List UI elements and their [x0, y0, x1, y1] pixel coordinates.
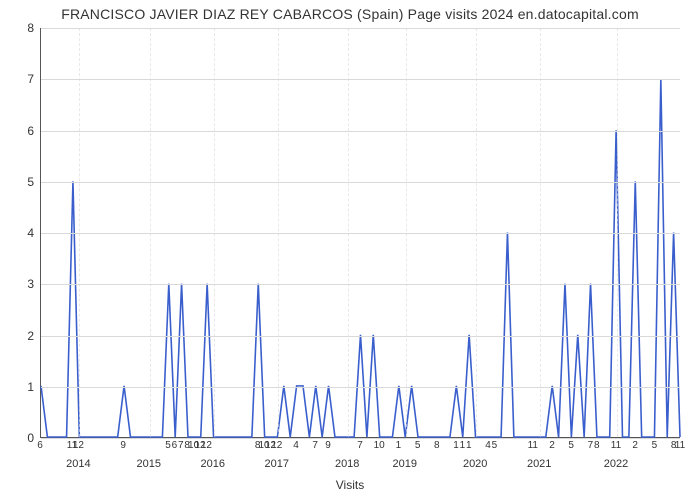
x-year-label: 2014: [66, 458, 90, 470]
x-tick-label: 7: [588, 440, 594, 451]
gridline-v: [617, 28, 618, 437]
y-tick-label: 1: [4, 380, 34, 394]
x-axis-year-labels: 2014 2015 2016 2017 2018 2019 2020 2021 2022: [40, 458, 680, 474]
y-tick-label: 8: [4, 21, 34, 35]
x-tick-label: 11: [528, 440, 538, 451]
gridline-h: [41, 284, 680, 285]
x-year-label: 2018: [335, 458, 359, 470]
x-tick-label: 8: [594, 440, 600, 451]
x-tick-label: 1: [460, 440, 466, 451]
x-tick-label: 7: [178, 440, 184, 451]
x-tick-label: 7: [312, 440, 318, 451]
y-tick-label: 6: [4, 124, 34, 138]
gridline-h: [41, 438, 680, 439]
x-tick-label: 1: [453, 440, 459, 451]
x-year-label: 2021: [527, 458, 551, 470]
x-tick-label: 5: [568, 440, 574, 451]
gridline-v: [476, 28, 477, 437]
gridline-h: [41, 131, 680, 132]
x-tick-label: 1: [396, 440, 402, 451]
gridline-h: [41, 387, 680, 388]
x-tick-label: 12: [271, 440, 282, 451]
x-tick-label: 7: [357, 440, 363, 451]
chart-container: FRANCISCO JAVIER DIAZ REY CABARCOS (Spai…: [0, 0, 700, 500]
x-tick-label: 9: [325, 440, 331, 451]
x-tick-label: 5: [652, 440, 658, 451]
gridline-v: [214, 28, 215, 437]
x-tick-label: 4: [485, 440, 491, 451]
y-tick-label: 7: [4, 72, 34, 86]
y-tick-label: 4: [4, 226, 34, 240]
plot-area: [40, 28, 680, 438]
x-axis-ticks: 6111295678101212810121247971015811145112…: [40, 440, 680, 458]
x-tick-label: 5: [492, 440, 498, 451]
gridline-v: [150, 28, 151, 437]
y-tick-label: 2: [4, 329, 34, 343]
x-tick-label: 5: [165, 440, 171, 451]
x-tick-label: 6: [172, 440, 178, 451]
gridline-v: [79, 28, 80, 437]
x-year-label: 2017: [265, 458, 289, 470]
gridline-v: [348, 28, 349, 437]
x-tick-label: 2: [549, 440, 555, 451]
x-tick-label: 10: [374, 440, 385, 451]
x-tick-label: 11: [675, 440, 685, 451]
x-tick-label: 11: [611, 440, 621, 451]
gridline-h: [41, 79, 680, 80]
x-tick-label: 8: [434, 440, 440, 451]
x-year-label: 2015: [137, 458, 161, 470]
x-tick-label: 12: [73, 440, 84, 451]
x-tick-label: 2: [632, 440, 638, 451]
x-tick-label: 4: [293, 440, 299, 451]
x-tick-label: 9: [120, 440, 126, 451]
y-tick-label: 5: [4, 175, 34, 189]
x-axis-label: Visits: [0, 478, 700, 492]
y-tick-label: 0: [4, 431, 34, 445]
gridline-v: [278, 28, 279, 437]
x-year-label: 2020: [463, 458, 487, 470]
gridline-h: [41, 233, 680, 234]
gridline-h: [41, 336, 680, 337]
x-tick-label: 6: [37, 440, 43, 451]
gridline-v: [540, 28, 541, 437]
chart-title: FRANCISCO JAVIER DIAZ REY CABARCOS (Spai…: [0, 6, 700, 22]
x-tick-label: 1: [466, 440, 472, 451]
y-axis-ticks: 012345678: [0, 28, 40, 438]
x-year-label: 2019: [393, 458, 417, 470]
x-year-label: 2022: [604, 458, 628, 470]
y-tick-label: 3: [4, 277, 34, 291]
gridline-h: [41, 28, 680, 29]
gridline-v: [406, 28, 407, 437]
gridline-h: [41, 182, 680, 183]
x-year-label: 2016: [201, 458, 225, 470]
x-tick-label: 12: [201, 440, 212, 451]
x-tick-label: 5: [415, 440, 421, 451]
